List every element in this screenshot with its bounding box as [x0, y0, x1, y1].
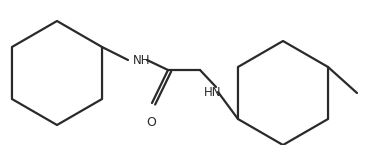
Text: NH: NH: [133, 54, 150, 67]
Text: HN: HN: [204, 86, 221, 98]
Text: O: O: [146, 116, 156, 129]
